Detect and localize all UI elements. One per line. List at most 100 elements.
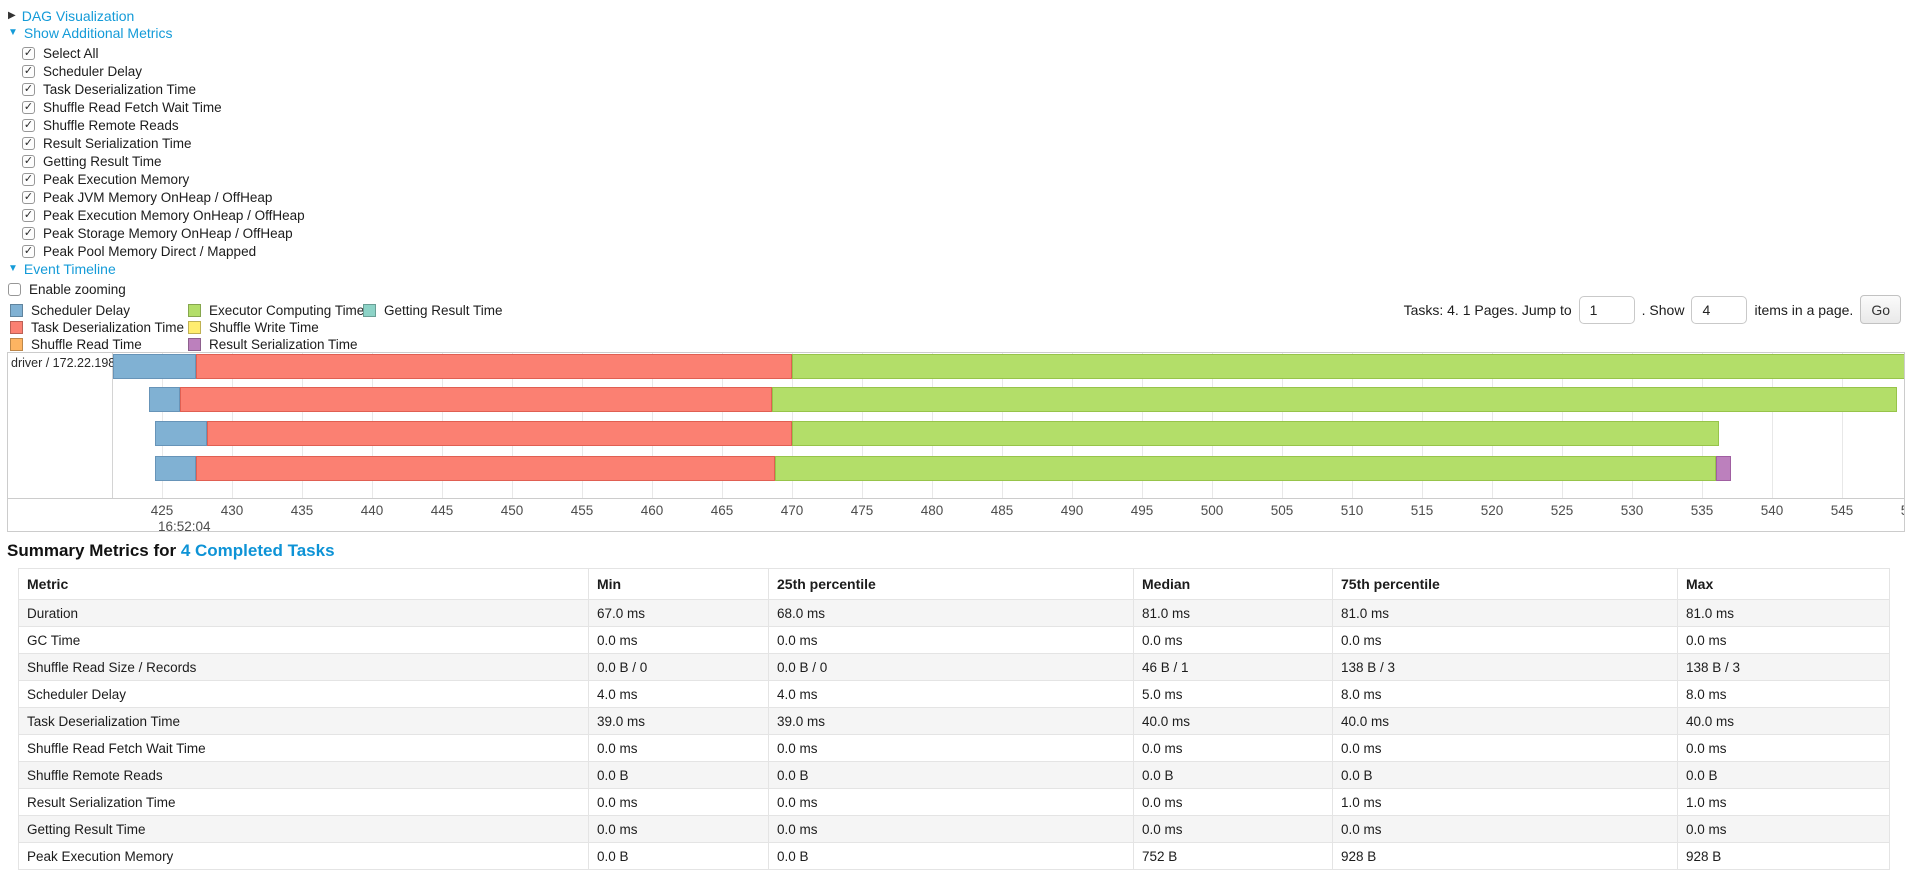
metric-value-cell: 1.0 ms [1677,788,1890,816]
checkbox-checked-icon[interactable]: ✓ [22,100,35,114]
completed-tasks-link[interactable]: 4 Completed Tasks [180,541,335,560]
timeline-tick-label: 445 [430,503,454,518]
timeline-tick-label: 485 [990,503,1014,518]
task-bar-task-deserialization[interactable] [196,354,792,379]
timeline-axis-separator [8,498,1904,499]
checkbox-checked-icon[interactable]: ✓ [22,46,35,60]
task-bar-scheduler-delay[interactable] [155,456,196,481]
metric-value-cell: 81.0 ms [1332,599,1678,627]
task-bar-scheduler-delay[interactable] [155,421,207,446]
task-bar-result-serialization[interactable] [1716,456,1731,481]
metric-value-cell: 4.0 ms [588,680,769,708]
legend-swatch-getting-result [363,303,376,317]
checkbox-checked-icon[interactable]: ✓ [22,190,35,204]
metric-checkbox-row[interactable]: ✓ Peak Storage Memory OnHeap / OffHeap [22,224,293,242]
dag-visualization-toggle[interactable]: ▶ DAG Visualization [8,8,134,24]
metric-checkbox-row[interactable]: ✓ Shuffle Remote Reads [22,116,179,134]
timeline-time-label: 16:52:04 [158,519,211,532]
checkbox-checked-icon[interactable]: ✓ [22,226,35,240]
timeline-tick-label: 530 [1620,503,1644,518]
metric-checkbox-row[interactable]: ✓ Task Deserialization Time [22,80,196,98]
summary-metrics-table-wrap: Metric Min 25th percentile Median 75th perce… [18,568,1890,870]
metric-name-cell: Peak Execution Memory [18,842,589,870]
metric-checkbox-row[interactable]: ✓ Peak Execution Memory [22,170,189,188]
arrow-down-icon: ▼ [8,27,18,38]
checkbox-checked-icon[interactable]: ✓ [22,82,35,96]
task-bar-task-deserialization[interactable] [180,387,772,412]
checkbox-checked-icon[interactable]: ✓ [22,208,35,222]
event-timeline-toggle[interactable]: ▼ Event Timeline [8,261,116,277]
metric-checkbox-label: Select All [43,45,99,61]
event-timeline-chart[interactable]: driver / 172.22.198.104 16:52:04 425 430 4… [7,352,1905,532]
metric-value-cell: 0.0 ms [588,788,769,816]
show-additional-metrics-toggle[interactable]: ▼ Show Additional Metrics [8,25,173,41]
items-per-page-input[interactable] [1691,295,1748,324]
jump-to-page-input[interactable] [1578,295,1635,324]
task-bar-scheduler-delay[interactable] [149,387,180,412]
metric-value-cell: 8.0 ms [1677,680,1890,708]
metric-value-cell: 0.0 ms [588,626,769,654]
metric-value-cell: 752 B [1133,842,1333,870]
legend-column: Executor Computing Time Shuffle Write Tim… [188,303,364,352]
timeline-tick-label: 440 [360,503,384,518]
table-header-row: Metric Min 25th percentile Median 75th perce… [18,568,1890,600]
checkbox-checked-icon[interactable]: ✓ [22,64,35,78]
timeline-tick-label: 465 [710,503,734,518]
metric-value-cell: 0.0 B [1677,761,1890,789]
metric-checkbox-row[interactable]: ✓ Result Serialization Time [22,134,192,152]
metric-checkbox-label: Peak JVM Memory OnHeap / OffHeap [43,189,273,205]
legend-swatch-shuffle-write [188,320,201,334]
timeline-tick-label: 525 [1550,503,1574,518]
legend-item: Executor Computing Time [188,303,364,318]
timeline-tick-label: 550 [1877,503,1904,518]
metric-checkbox-label: Getting Result Time [43,153,162,169]
metric-name-cell: Task Deserialization Time [18,707,589,735]
task-bar-scheduler-delay[interactable] [113,354,196,379]
metric-checkbox-row[interactable]: ✓ Scheduler Delay [22,62,142,80]
timeline-tick-label: 535 [1690,503,1714,518]
metric-value-cell: 39.0 ms [768,707,1134,735]
task-bar-executor-computing[interactable] [792,354,1904,379]
metric-name-cell: Getting Result Time [18,815,589,843]
dag-visualization-label: DAG Visualization [21,8,135,24]
task-bar-executor-computing[interactable] [775,456,1716,481]
metric-value-cell: 0.0 ms [1133,815,1333,843]
metric-value-cell: 5.0 ms [1133,680,1333,708]
metric-value-cell: 46 B / 1 [1133,653,1333,681]
enable-zooming-row[interactable]: Enable zooming [8,280,126,298]
metric-checkbox-row[interactable]: ✓ Getting Result Time [22,152,162,170]
checkbox-checked-icon[interactable]: ✓ [22,136,35,150]
metric-value-cell: 0.0 ms [1332,626,1678,654]
task-bar-task-deserialization[interactable] [196,456,775,481]
metric-name-cell: GC Time [18,626,589,654]
task-bar-executor-computing[interactable] [772,387,1897,412]
metric-checkbox-row[interactable]: ✓ Peak Execution Memory OnHeap / OffHeap [22,206,305,224]
legend-item: Shuffle Write Time [188,320,364,335]
checkbox-checked-icon[interactable]: ✓ [22,154,35,168]
table-row: Scheduler Delay 4.0 ms 4.0 ms 5.0 ms 8.0 ms 8… [18,680,1890,708]
metric-value-cell: 0.0 ms [1133,734,1333,762]
metric-checkbox-row[interactable]: ✓ Peak Pool Memory Direct / Mapped [22,242,256,260]
metric-value-cell: 68.0 ms [768,599,1134,627]
metric-name-cell: Shuffle Read Size / Records [18,653,589,681]
metric-value-cell: 928 B [1677,842,1890,870]
checkbox-checked-icon[interactable]: ✓ [22,172,35,186]
go-button[interactable]: Go [1860,295,1901,324]
metric-checkbox-row[interactable]: ✓ Select All [22,44,99,62]
task-bar-task-deserialization[interactable] [207,421,792,446]
checkbox-checked-icon[interactable]: ✓ [22,244,35,258]
metric-value-cell: 0.0 B [768,761,1134,789]
metric-value-cell: 40.0 ms [1677,707,1890,735]
metric-name-cell: Result Serialization Time [18,788,589,816]
task-bar-executor-computing[interactable] [792,421,1719,446]
metric-checkbox-row[interactable]: ✓ Peak JVM Memory OnHeap / OffHeap [22,188,272,206]
metric-name-cell: Duration [18,599,589,627]
metric-checkbox-label: Peak Execution Memory OnHeap / OffHeap [43,207,305,223]
metric-checkbox-row[interactable]: ✓ Shuffle Read Fetch Wait Time [22,98,222,116]
metric-value-cell: 8.0 ms [1332,680,1678,708]
legend-item: Shuffle Read Time [10,337,184,352]
checkbox-checked-icon[interactable]: ✓ [22,118,35,132]
metric-value-cell: 0.0 ms [768,626,1134,654]
table-row: Peak Execution Memory 0.0 B 0.0 B 752 B 928 … [18,842,1890,870]
enable-zooming-checkbox[interactable] [8,282,21,296]
